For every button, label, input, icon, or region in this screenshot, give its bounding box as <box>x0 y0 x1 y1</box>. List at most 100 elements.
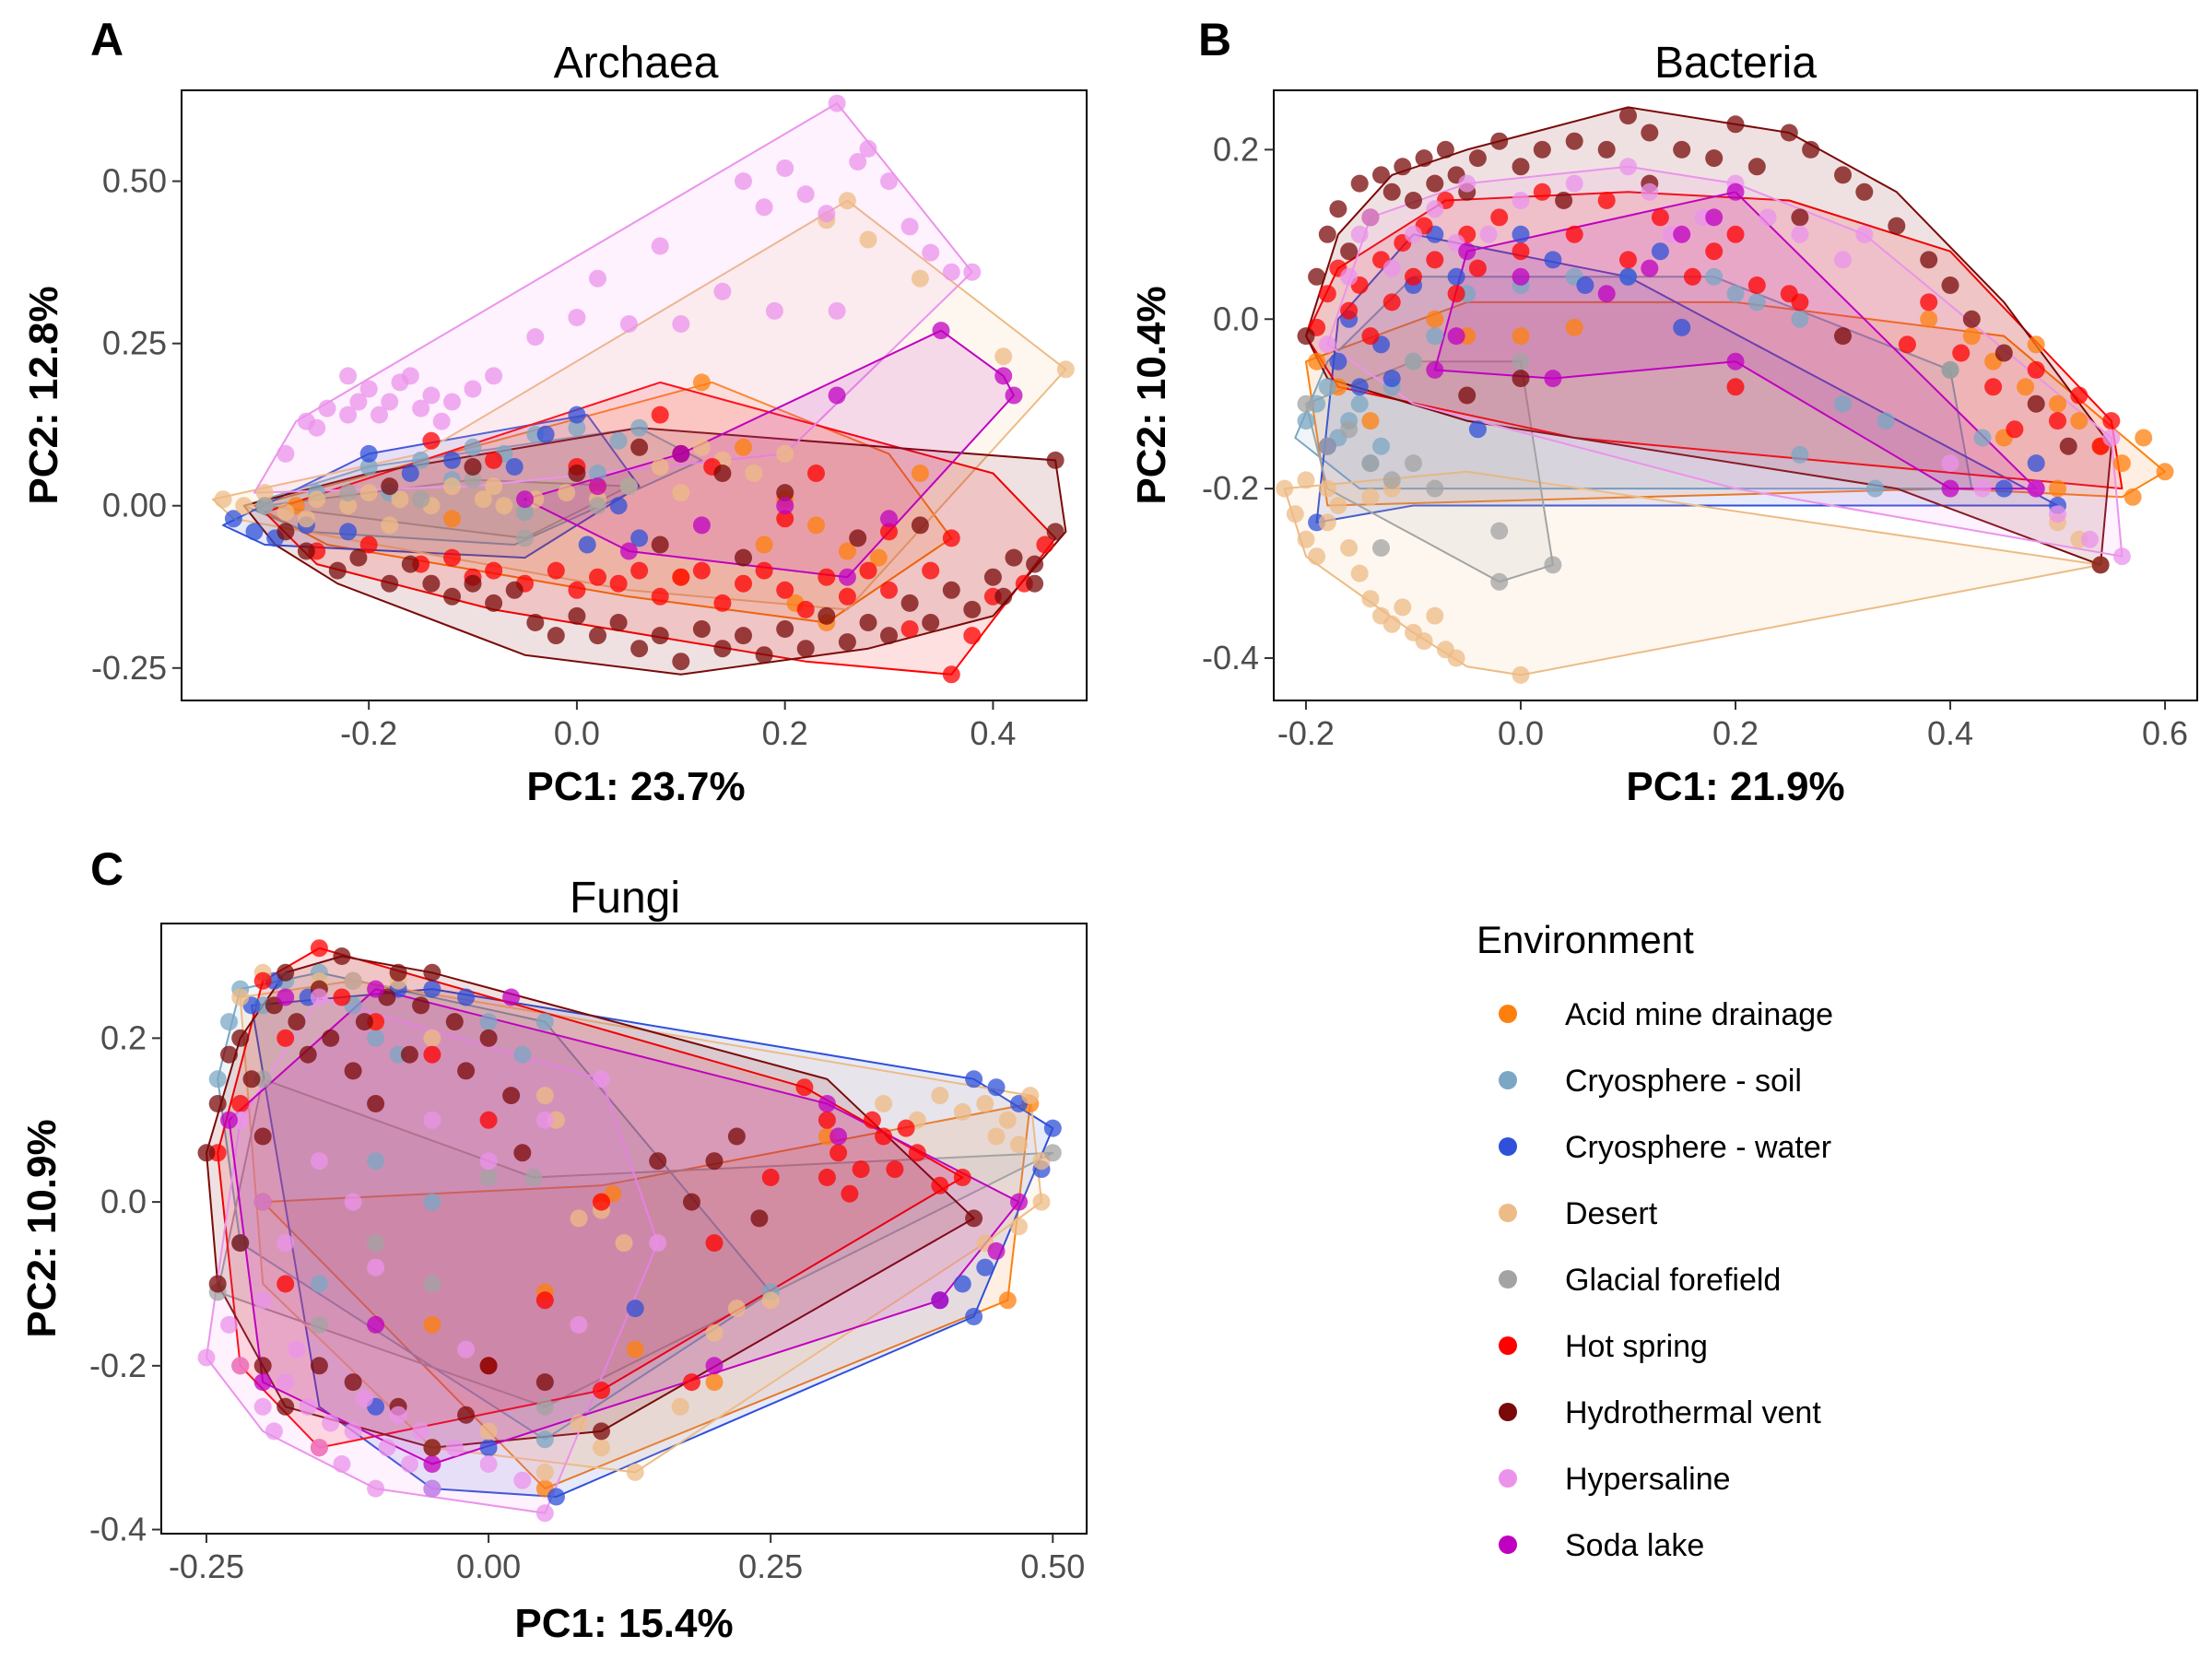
point-soda-lake <box>589 477 606 496</box>
point-acid-mine-drainage <box>735 438 752 456</box>
point-desert <box>998 1111 1017 1129</box>
x-tick-label: -0.25 <box>169 1547 244 1585</box>
point-hot-spring <box>479 1111 498 1129</box>
point-hydrothermal-vent <box>381 477 399 496</box>
point-hypersaline <box>423 1111 441 1129</box>
x-tick-label: 0.2 <box>762 714 808 752</box>
point-glacial-forefield <box>1405 454 1422 473</box>
legend-key-acid-mine-drainage <box>1499 1005 1517 1023</box>
point-desert <box>1350 564 1369 582</box>
point-cryosphere-water <box>224 510 242 528</box>
point-cryosphere-soil <box>1426 327 1444 346</box>
point-desert <box>535 1087 554 1105</box>
point-cryosphere-soil <box>589 465 606 482</box>
point-hypersaline <box>479 1455 498 1473</box>
y-tick-label: 0.25 <box>102 324 167 362</box>
point-hot-spring <box>672 568 690 586</box>
point-desert <box>214 490 232 509</box>
point-hydrothermal-vent <box>1705 149 1724 168</box>
axes-fungi: -0.25 0.00 0.25 0.50 -0.4 -0.2 0.0 0.2 <box>89 1018 1085 1585</box>
point-desert <box>692 438 711 456</box>
point-hot-spring <box>593 1382 610 1399</box>
point-hydrothermal-vent <box>1405 192 1422 209</box>
point-hydrothermal-vent <box>231 1029 250 1047</box>
point-hot-spring <box>838 587 856 606</box>
point-hydrothermal-vent <box>705 1152 724 1171</box>
point-hot-spring <box>1512 242 1530 261</box>
point-hot-spring <box>1747 276 1766 294</box>
point-acid-mine-drainage <box>807 516 825 535</box>
point-acid-mine-drainage <box>692 373 711 392</box>
point-hot-spring <box>1791 293 1809 312</box>
point-glacial-forefield <box>255 497 274 515</box>
point-desert <box>859 230 877 249</box>
point-cryosphere-water <box>953 1275 971 1293</box>
point-hydrothermal-vent <box>1780 124 1798 142</box>
point-hypersaline <box>344 1422 362 1441</box>
point-cryosphere-water <box>401 465 419 482</box>
point-hot-spring <box>953 1169 971 1186</box>
point-glacial-forefield <box>479 1169 498 1186</box>
point-desert <box>761 1291 780 1310</box>
point-hydrothermal-vent <box>479 1029 498 1047</box>
point-hot-spring <box>276 1029 295 1047</box>
point-hydrothermal-vent <box>355 1013 373 1031</box>
point-cryosphere-soil <box>1372 437 1390 455</box>
hull-desert <box>1283 470 2102 677</box>
point-hydrothermal-vent <box>253 1127 272 1146</box>
point-hypersaline <box>288 1340 306 1359</box>
x-tick-label: 0.0 <box>554 714 600 752</box>
point-hot-spring <box>1984 378 2003 396</box>
point-hot-spring <box>795 1078 814 1097</box>
point-desert <box>626 1463 644 1481</box>
y-tick-label: 0.0 <box>100 1182 147 1220</box>
y-tick-label: -0.25 <box>91 649 167 687</box>
point-soda-lake <box>1673 225 1691 243</box>
point-hot-spring <box>875 1127 893 1146</box>
legend-label-desert: Desert <box>1565 1196 1658 1231</box>
point-cryosphere-water <box>359 444 378 463</box>
point-soda-lake <box>1512 267 1530 286</box>
point-hydrothermal-vent <box>1382 182 1401 201</box>
point-hot-spring <box>253 971 272 990</box>
point-hypersaline <box>1361 208 1380 227</box>
point-hydrothermal-vent <box>1747 158 1766 176</box>
point-glacial-forefield <box>1297 394 1315 413</box>
point-hydrothermal-vent <box>849 529 867 547</box>
point-hydrothermal-vent <box>464 574 482 593</box>
point-hot-spring <box>593 1193 610 1211</box>
point-desert <box>1361 590 1380 608</box>
point-hydrothermal-vent <box>253 1357 272 1375</box>
point-hydrothermal-vent <box>535 1373 554 1392</box>
point-hypersaline <box>849 153 867 171</box>
point-cryosphere-water <box>245 523 264 541</box>
point-desert <box>727 1300 746 1318</box>
point-hypersaline <box>2081 530 2099 548</box>
point-hot-spring <box>1382 293 1401 312</box>
point-hot-spring <box>2006 420 2024 439</box>
point-cryosphere-soil <box>1705 267 1724 286</box>
point-hot-spring <box>897 1119 915 1137</box>
legend-label-cryosphere-water: Cryosphere - water <box>1565 1130 1831 1165</box>
legend-label-hot-spring: Hot spring <box>1565 1329 1708 1364</box>
point-desert <box>1010 1218 1028 1236</box>
point-hot-spring <box>609 574 628 593</box>
point-hydrothermal-vent <box>651 627 669 645</box>
point-desert <box>474 490 492 509</box>
panel-letter-a: A <box>90 14 124 65</box>
point-hot-spring <box>1340 301 1359 320</box>
point-soda-lake <box>1941 479 1959 498</box>
point-hypersaline <box>1565 174 1583 193</box>
point-acid-mine-drainage <box>2135 429 2153 447</box>
point-hydrothermal-vent <box>422 574 441 593</box>
point-hydrothermal-vent <box>328 561 347 580</box>
point-hydrothermal-vent <box>505 581 524 599</box>
point-hot-spring <box>1651 208 1669 227</box>
point-desert <box>1308 547 1326 566</box>
point-hydrothermal-vent <box>776 484 794 502</box>
point-hydrothermal-vent <box>208 1275 227 1293</box>
legend-label-glacial-forefield: Glacial forefield <box>1565 1263 1781 1298</box>
point-hydrothermal-vent <box>683 1193 700 1211</box>
point-hypersaline <box>1318 335 1336 354</box>
point-desert <box>671 1397 689 1416</box>
